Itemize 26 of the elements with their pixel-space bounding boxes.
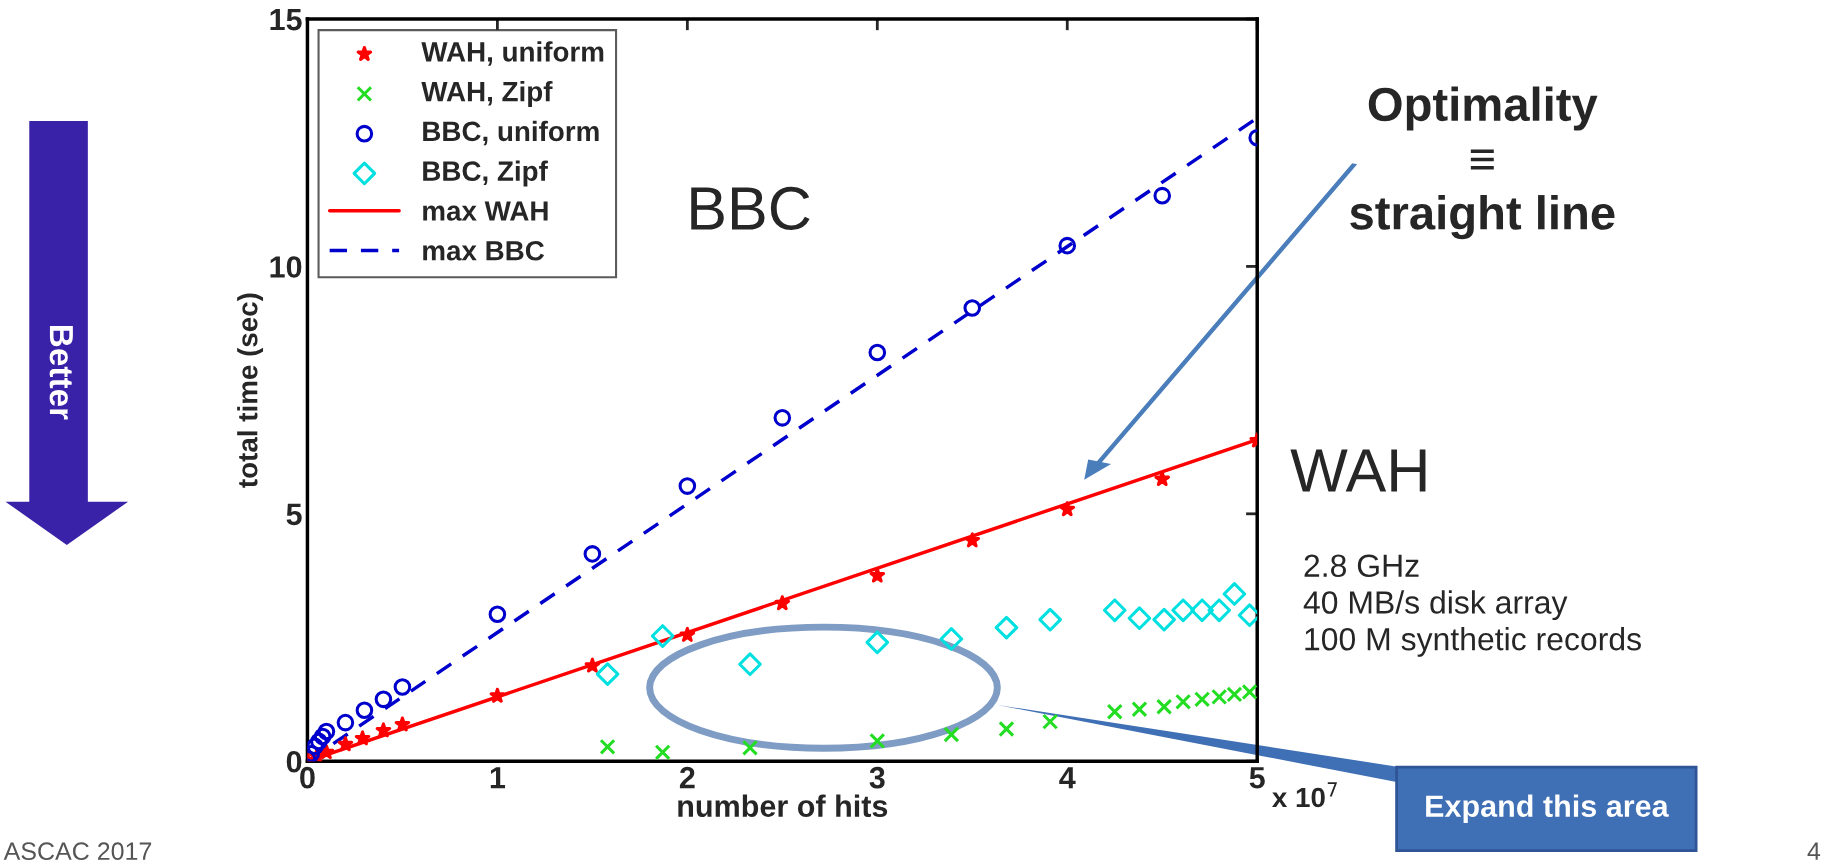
y-tick-label: 5 [286,503,302,526]
x-axis-title: number of hits [678,794,888,817]
text: 4 [1807,842,1821,860]
text: Expand this area [1426,794,1669,824]
y-axis-title: total time (sec) [237,293,264,488]
text: ASCAC 2017 [3,842,152,861]
legend-label: BBC, uniform [423,120,599,146]
annotation: BBC [691,186,810,231]
x-tick-label: 3 [869,766,885,789]
text: Optimality ≡ straight line [1350,86,1615,240]
text: WAH [1290,449,1426,492]
text: 2.8 GHz 40 MB/s disk array 100 M synthetic records [1303,554,1641,657]
x-tick-label: 2 [679,766,695,789]
y-tick-label: 0 [286,750,302,773]
x-tick-label: 5 [1249,767,1265,789]
y-tick-label: 15 [270,9,302,31]
text: Better [49,326,73,420]
y-tick-label: 10 [270,256,302,278]
x-tick-label: 1 [490,767,506,789]
legend-label: max BBC [423,240,545,261]
legend-label: max WAH [423,201,548,221]
x-tick-label: 4 [1059,767,1076,789]
legend-label: WAH, uniform [421,41,604,66]
legend-label: WAH, Zipf [421,81,553,107]
legend-label: BBC, Zipf [423,160,548,187]
text: x 10$^{7}$ [1272,782,1337,808]
